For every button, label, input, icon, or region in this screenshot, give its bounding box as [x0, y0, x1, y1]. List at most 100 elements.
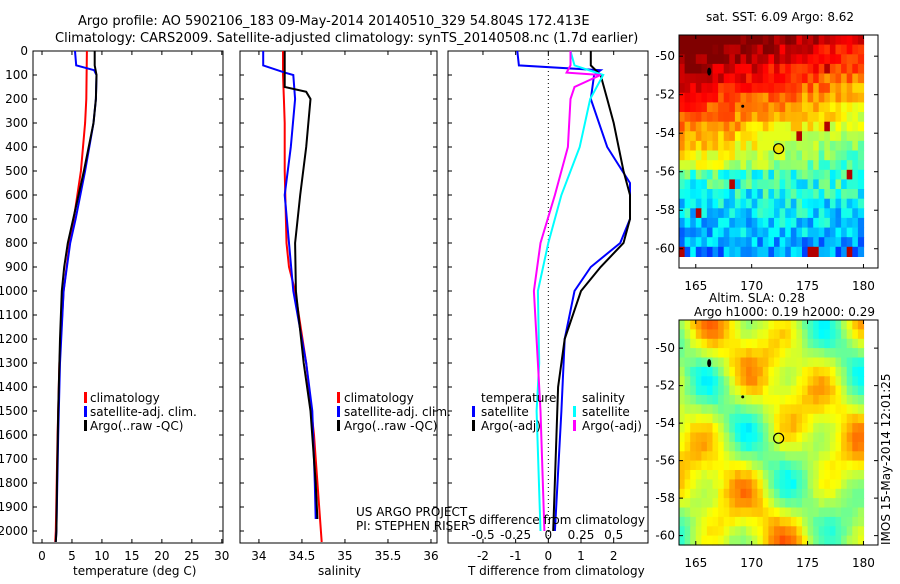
- map-cell: [774, 338, 781, 349]
- map-cell: [835, 73, 842, 84]
- map-cell: [824, 488, 831, 499]
- map-cell: [774, 460, 781, 471]
- map-cell: [852, 246, 859, 257]
- map-cell: [807, 131, 814, 142]
- y-tick-label: 2000: [0, 524, 28, 538]
- y-tick-label: -50: [655, 49, 675, 63]
- map-cell: [796, 413, 803, 424]
- map-cell: [852, 227, 859, 238]
- map-cell: [746, 498, 753, 509]
- map-cell: [835, 507, 842, 518]
- map-cell: [790, 160, 797, 171]
- map-cell: [852, 237, 859, 248]
- map-cell: [813, 348, 820, 359]
- x-tick-label: 0: [545, 549, 553, 563]
- map-cell: [835, 150, 842, 161]
- map-cell: [701, 395, 708, 405]
- map-cell: [818, 404, 825, 415]
- map-cell: [779, 169, 786, 180]
- map-cell: [813, 404, 820, 415]
- map-cell: [706, 189, 714, 200]
- map-cell: [701, 329, 708, 340]
- map-cell: [723, 470, 730, 480]
- y-tick-label: -60: [655, 242, 675, 256]
- map-cell: [690, 441, 697, 452]
- map-cell: [841, 73, 848, 84]
- map-cell: [802, 198, 809, 209]
- map-cell: [718, 404, 725, 415]
- map-cell: [852, 376, 859, 387]
- map-cell: [779, 432, 786, 443]
- map-cell: [779, 112, 786, 123]
- map-cell: [762, 329, 769, 340]
- map-cell: [701, 112, 708, 123]
- map-cell: [807, 169, 814, 180]
- map-cell: [740, 348, 747, 359]
- map-cell: [757, 507, 764, 518]
- map-cell: [723, 189, 730, 200]
- map-cell: [774, 227, 781, 238]
- legend-swatch-satellite: [337, 406, 340, 417]
- map-cell: [807, 54, 814, 65]
- map-cell: [779, 385, 786, 396]
- map-cell: [746, 102, 753, 113]
- x-tick-label: 30: [214, 549, 229, 563]
- map-cell: [734, 83, 742, 94]
- map-cell: [723, 460, 730, 471]
- map-cell: [813, 54, 820, 65]
- map-cell: [762, 516, 769, 527]
- map-cell: [701, 385, 708, 396]
- map-cell: [695, 460, 702, 471]
- map-cell: [762, 535, 769, 546]
- map-cell: [712, 432, 719, 443]
- map-cell: [718, 44, 725, 55]
- map-cell: [718, 83, 725, 94]
- map-cell: [746, 404, 753, 415]
- map-cell: [762, 35, 769, 46]
- map-cell: [695, 526, 702, 537]
- map-cell: [796, 140, 803, 152]
- map-cell: [746, 63, 753, 75]
- map-cell: [841, 470, 848, 480]
- map-cell: [818, 507, 825, 518]
- map-cell: [746, 73, 753, 84]
- map-cell: [684, 366, 691, 377]
- map-cell: [785, 227, 792, 238]
- map-cell: [802, 526, 809, 537]
- map-cell: [740, 329, 747, 340]
- map-cell: [684, 121, 691, 132]
- map-cell: [768, 121, 775, 132]
- map-cell: [757, 395, 764, 405]
- map-cell: [751, 423, 758, 434]
- map-cell: [796, 121, 803, 132]
- map-cell: [774, 498, 781, 509]
- map-cell: [751, 92, 758, 103]
- map-cell: [802, 488, 809, 499]
- map-cell: [734, 470, 742, 480]
- map-cell: [746, 460, 753, 471]
- map-cell: [802, 432, 809, 443]
- map-cell: [807, 413, 814, 424]
- map-cell: [785, 441, 792, 452]
- map-cell: [729, 44, 736, 55]
- map-cell: [712, 404, 719, 415]
- map-cell: [779, 376, 786, 387]
- map-cell: [768, 35, 775, 46]
- map-cell: [802, 507, 809, 518]
- map-cell: [796, 516, 803, 527]
- map-cell: [774, 150, 781, 161]
- y-tick-label: 100: [5, 68, 28, 82]
- map-cell: [768, 526, 775, 537]
- map-cell: [779, 189, 786, 200]
- map-cell: [695, 160, 702, 171]
- map-cell: [746, 488, 753, 499]
- map-cell: [774, 189, 781, 200]
- map-cell: [785, 404, 792, 415]
- map-cell: [762, 237, 769, 248]
- map-cell: [785, 189, 792, 200]
- map-cell: [701, 404, 708, 415]
- map-cell: [790, 169, 797, 180]
- map-cell: [774, 92, 781, 103]
- map-cell: [846, 413, 853, 424]
- map-cell: [829, 227, 837, 238]
